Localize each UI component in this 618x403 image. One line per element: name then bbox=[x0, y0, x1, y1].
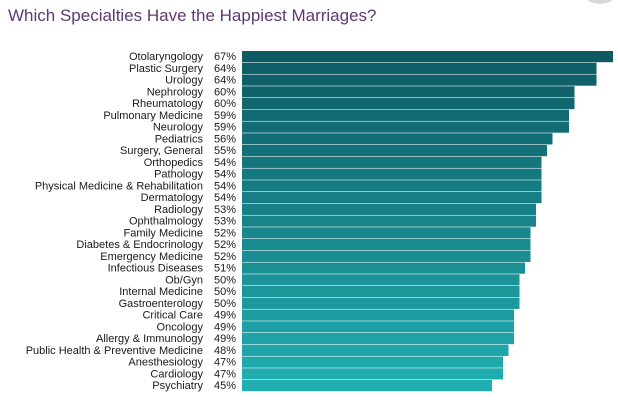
value-label: 54% bbox=[214, 157, 236, 169]
bar-27 bbox=[242, 368, 503, 380]
category-label: Public Health & Preventive Medicine bbox=[26, 345, 203, 357]
value-label: 59% bbox=[214, 110, 236, 122]
value-label: 50% bbox=[214, 298, 236, 310]
bar-9 bbox=[242, 156, 542, 168]
bar-5 bbox=[242, 109, 569, 121]
bar-18 bbox=[242, 262, 525, 274]
value-label: 49% bbox=[214, 310, 236, 322]
category-label: Emergency Medicine bbox=[100, 251, 203, 263]
category-label: Surgery, General bbox=[120, 145, 203, 157]
bar-16 bbox=[242, 239, 531, 251]
category-label: Otolaryngology bbox=[129, 51, 203, 63]
value-label: 50% bbox=[214, 274, 236, 286]
value-label: 53% bbox=[214, 204, 236, 216]
category-label: Pathology bbox=[154, 169, 203, 181]
value-label: 50% bbox=[214, 286, 236, 298]
bar-22 bbox=[242, 309, 514, 321]
bar-1 bbox=[242, 62, 597, 74]
bar-2 bbox=[242, 74, 597, 86]
category-label: Urology bbox=[165, 75, 203, 87]
value-label: 52% bbox=[214, 227, 236, 239]
category-label: Plastic Surgery bbox=[129, 63, 203, 75]
category-label: Oncology bbox=[157, 321, 204, 333]
bar-21 bbox=[242, 297, 520, 309]
category-label: Ophthalmology bbox=[129, 216, 203, 228]
value-label: 54% bbox=[214, 180, 236, 192]
value-label: 55% bbox=[214, 145, 236, 157]
bar-13 bbox=[242, 203, 536, 215]
category-label: Pediatrics bbox=[155, 133, 204, 145]
bar-12 bbox=[242, 192, 542, 204]
category-label: Infectious Diseases bbox=[108, 263, 204, 275]
bars-layer bbox=[242, 51, 613, 392]
bar-23 bbox=[242, 321, 514, 333]
bar-24 bbox=[242, 333, 514, 345]
value-label: 64% bbox=[214, 75, 236, 87]
bar-4 bbox=[242, 98, 575, 110]
bar-11 bbox=[242, 180, 542, 192]
bar-6 bbox=[242, 121, 569, 133]
bar-19 bbox=[242, 274, 520, 286]
bar-26 bbox=[242, 356, 503, 368]
category-label: Dermatology bbox=[141, 192, 204, 204]
bar-10 bbox=[242, 168, 542, 180]
bar-20 bbox=[242, 286, 520, 298]
value-label: 51% bbox=[214, 263, 236, 275]
bar-3 bbox=[242, 86, 575, 98]
category-label: Internal Medicine bbox=[119, 286, 203, 298]
value-label: 52% bbox=[214, 251, 236, 263]
value-label: 54% bbox=[214, 192, 236, 204]
value-label: 67% bbox=[214, 51, 236, 63]
category-label: Orthopedics bbox=[144, 157, 204, 169]
value-label: 49% bbox=[214, 321, 236, 333]
category-label: Neurology bbox=[153, 122, 204, 134]
category-label: Diabetes & Endocrinology bbox=[76, 239, 203, 251]
category-label: Cardiology bbox=[150, 368, 203, 380]
category-label: Pulmonary Medicine bbox=[103, 110, 203, 122]
bar-7 bbox=[242, 133, 553, 145]
category-label: Critical Care bbox=[142, 310, 203, 322]
bar-14 bbox=[242, 215, 536, 227]
bar-17 bbox=[242, 250, 531, 262]
value-label: 60% bbox=[214, 98, 236, 110]
category-label: Ob/Gyn bbox=[165, 274, 203, 286]
bar-0 bbox=[242, 51, 613, 63]
value-label: 59% bbox=[214, 122, 236, 134]
value-label: 53% bbox=[214, 216, 236, 228]
value-label: 47% bbox=[214, 357, 236, 369]
chart-title: Which Specialties Have the Happiest Marr… bbox=[8, 6, 377, 25]
category-label: Gastroenterology bbox=[119, 298, 204, 310]
value-label: 60% bbox=[214, 86, 236, 98]
category-label: Radiology bbox=[154, 204, 203, 216]
category-label: Nephrology bbox=[147, 86, 204, 98]
value-label: 48% bbox=[214, 345, 236, 357]
bar-28 bbox=[242, 380, 492, 392]
value-labels: 67%64%64%60%60%59%59%56%55%54%54%54%54%5… bbox=[214, 51, 236, 392]
bar-25 bbox=[242, 344, 509, 356]
value-label: 49% bbox=[214, 333, 236, 345]
value-label: 64% bbox=[214, 63, 236, 75]
value-label: 47% bbox=[214, 368, 236, 380]
window-corner-decoration bbox=[583, 0, 617, 4]
bar-15 bbox=[242, 227, 531, 239]
category-label: Allergy & Immunology bbox=[96, 333, 203, 345]
value-label: 56% bbox=[214, 133, 236, 145]
category-label: Family Medicine bbox=[124, 227, 203, 239]
category-label: Anesthesiology bbox=[128, 357, 203, 369]
value-label: 54% bbox=[214, 169, 236, 181]
category-label: Rheumatology bbox=[132, 98, 203, 110]
value-label: 45% bbox=[214, 380, 236, 392]
category-label: Physical Medicine & Rehabilitation bbox=[35, 180, 203, 192]
bar-8 bbox=[242, 145, 547, 157]
category-label: Psychiatry bbox=[152, 380, 203, 392]
value-label: 52% bbox=[214, 239, 236, 251]
